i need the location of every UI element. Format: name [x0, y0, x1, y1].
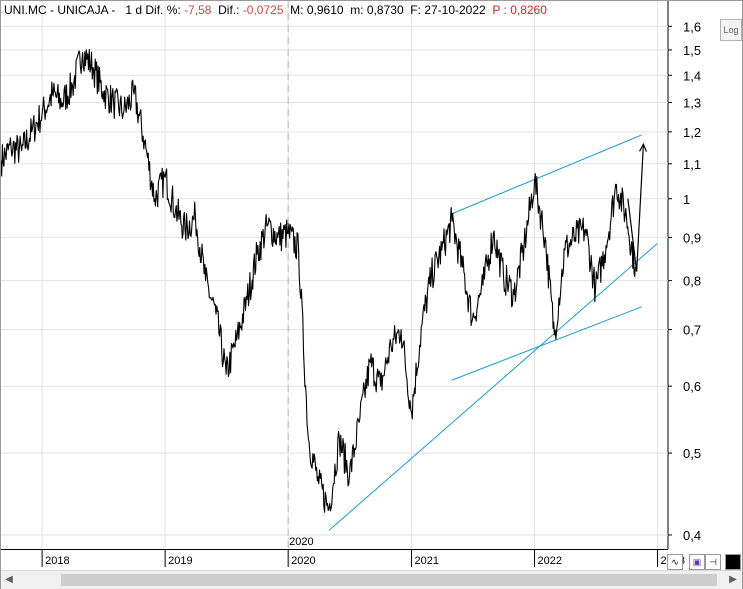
high-label: M:: [290, 3, 304, 17]
support-trendline: [328, 243, 658, 531]
pct-change-label: Dif. %:: [145, 3, 181, 17]
x-tick-label: 2021: [415, 555, 439, 567]
change-value: -0,0725: [242, 3, 284, 17]
x-tick-label: 2018: [45, 555, 69, 567]
x-tick-label: 2022: [538, 555, 562, 567]
price-label: P :: [492, 3, 507, 17]
color-swatch-icon[interactable]: [725, 554, 741, 570]
y-tick-label: 1,6: [683, 19, 701, 34]
y-tick-label: 1,3: [683, 95, 701, 110]
change-label: Dif.:: [218, 3, 240, 17]
low-label: m:: [350, 3, 364, 17]
low-value: 0,8730: [366, 3, 404, 17]
x-tick-label: 2019: [168, 555, 192, 567]
arrow-head: [639, 142, 648, 152]
year-marker-label: 2020: [289, 536, 313, 548]
price-chart: 2020 1,6 1,5 1,4 1,3 1,2 1,1 1 0,9 0,8 0,7 0,6 0,5 0…: [1, 1, 701, 567]
channel-lower-line: [451, 306, 642, 381]
horizontal-scrollbar[interactable]: ◀ ▶: [1, 570, 742, 589]
y-tick-label: 0,7: [683, 323, 701, 338]
trend-annotations: [328, 134, 658, 531]
y-tick-label: 0,8: [683, 274, 701, 289]
x-tick-label: 2020: [291, 555, 315, 567]
y-tick-label: 0,4: [683, 528, 701, 543]
y-tick-label: 1,4: [683, 68, 701, 83]
projection-arrow: [636, 144, 644, 272]
price-value: 0,8260: [510, 3, 547, 17]
y-tick-label: 1,5: [683, 43, 701, 58]
pin-icon[interactable]: ⊣: [705, 554, 721, 570]
y-tick-label: 0,5: [683, 446, 701, 461]
x-axis: 201820192020202120222023: [41, 549, 685, 567]
scroll-right-icon[interactable]: ▶: [729, 574, 737, 585]
y-tick-label: 0,9: [683, 230, 701, 245]
scroll-left-icon[interactable]: ◀: [5, 574, 13, 585]
chart-header: UNI.MC - UNICAJA - 1 d Dif. %: -7,58 Dif…: [4, 3, 547, 17]
log-scale-button[interactable]: Log: [720, 19, 742, 41]
ticker-label: UNI.MC - UNICAJA -: [4, 3, 116, 17]
channel-upper-line: [451, 134, 642, 215]
y-tick-label: 1,2: [683, 125, 701, 140]
save-icon[interactable]: ▣: [689, 554, 705, 570]
y-tick-label: 0,6: [683, 379, 701, 394]
pct-change-value: -7,58: [184, 3, 212, 17]
y-axis: 1,6 1,5 1,4 1,3 1,2 1,1 1 0,9 0,8 0,7 0,6 0,5 0,4: [668, 19, 701, 543]
price-series: [1, 48, 636, 513]
scrollbar-thumb[interactable]: [61, 574, 717, 586]
y-tick-label: 1: [683, 192, 690, 207]
period-label: 1 d: [125, 3, 143, 17]
high-value: 0,9610: [306, 3, 344, 17]
price-line: [1, 48, 636, 513]
date-value: 27-10-2022: [424, 3, 486, 17]
zoom-fit-icon[interactable]: ∿: [667, 554, 683, 570]
projection-drop-line: [627, 198, 638, 272]
date-label: F:: [410, 3, 421, 17]
y-tick-label: 1,1: [683, 157, 701, 172]
